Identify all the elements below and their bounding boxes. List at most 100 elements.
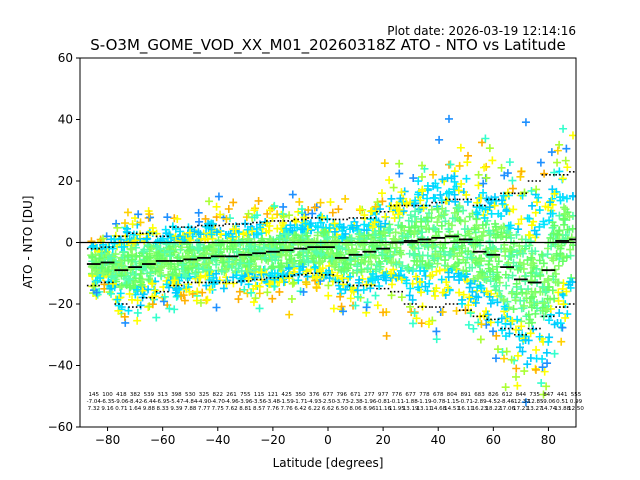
scatter-point <box>279 202 288 211</box>
scatter-point <box>114 301 123 310</box>
bin-mean-label: -4.84 <box>183 399 198 405</box>
scatter-point <box>176 227 185 236</box>
bin-count-label: 891 <box>461 392 472 398</box>
scatter-point <box>113 223 122 232</box>
scatter-point <box>308 254 317 263</box>
scatter-point <box>207 230 216 239</box>
scatter-point <box>123 228 132 237</box>
scatter-point <box>505 158 514 167</box>
scatter-point <box>429 170 438 179</box>
scatter-point <box>525 315 534 324</box>
scatter-point <box>550 221 559 230</box>
scatter-point <box>536 271 545 280</box>
scatter-point <box>491 247 500 256</box>
scatter-point <box>382 331 391 340</box>
scatter-point <box>467 253 476 262</box>
scatter-point <box>310 203 319 212</box>
scatter-point <box>532 354 541 363</box>
scatter-point <box>479 179 488 188</box>
scatter-point <box>412 314 421 323</box>
scatter-point <box>288 259 297 268</box>
scatter-point <box>112 270 121 279</box>
scatter-point <box>450 208 459 217</box>
scatter-point <box>500 171 509 180</box>
scatter-point <box>387 291 396 300</box>
bin-count-label: 121 <box>268 392 279 398</box>
scatter-point <box>194 264 203 273</box>
scatter-point <box>546 233 555 242</box>
scatter-point <box>477 284 486 293</box>
scatter-point <box>282 224 291 233</box>
scatter-point <box>196 298 205 307</box>
scatter-point <box>450 237 459 246</box>
scatter-point <box>525 231 534 240</box>
scatter-point <box>352 221 361 230</box>
x-tick-label: 40 <box>431 433 446 447</box>
scatter-point <box>558 323 567 332</box>
scatter-point <box>209 246 218 255</box>
scatter-point <box>205 259 214 268</box>
scatter-point <box>243 225 252 234</box>
scatter-point <box>127 255 136 264</box>
scatter-point <box>266 248 275 257</box>
scatter-point <box>135 274 144 283</box>
scatter-point <box>553 158 562 167</box>
scatter-point <box>98 234 107 243</box>
scatter-point <box>438 288 447 297</box>
scatter-point <box>553 230 562 239</box>
bin-mean-label: -12.85 <box>526 399 544 405</box>
scatter-point <box>253 230 262 239</box>
scatter-point <box>268 269 277 278</box>
scatter-point <box>441 256 450 265</box>
x-axis-ticks: −80 −60 −40 −20 0 20 40 60 80 <box>95 427 556 447</box>
scatter-point <box>113 295 122 304</box>
scatter-point <box>170 239 179 248</box>
scatter-point <box>406 198 415 207</box>
scatter-point <box>314 259 323 268</box>
bin-mean-label: -9.06 <box>114 399 129 405</box>
y-tick-label: 0 <box>65 236 73 250</box>
scatter-point <box>201 214 210 223</box>
scatter-point <box>302 251 311 260</box>
scatter-point <box>339 223 348 232</box>
scatter-point <box>387 280 396 289</box>
scatter-point <box>324 281 333 290</box>
scatter-point <box>509 205 518 214</box>
scatter-point <box>540 367 549 376</box>
scatter-point <box>257 268 266 277</box>
scatter-point <box>446 250 455 259</box>
scatter-point <box>389 234 398 243</box>
scatter-point <box>275 233 284 242</box>
scatter-point <box>462 190 471 199</box>
scatter-point <box>552 251 561 260</box>
x-tick-label: −40 <box>205 433 230 447</box>
scatter-point <box>406 211 415 220</box>
scatter-point <box>399 207 408 216</box>
scatter-point <box>414 177 423 186</box>
scatter-point <box>480 213 489 222</box>
scatter-point <box>223 236 232 245</box>
scatter-point <box>416 205 425 214</box>
scatter-point <box>404 216 413 225</box>
x-tick-label: 60 <box>486 433 501 447</box>
scatter-point <box>473 274 482 283</box>
scatter-point <box>408 319 417 328</box>
bin-mean-label: -2.89 <box>472 399 487 405</box>
bin-count-label: 847 <box>543 392 554 398</box>
scatter-point <box>372 261 381 270</box>
scatter-point <box>562 144 571 153</box>
bin-mean-label: -2.38 <box>348 399 363 405</box>
scatter-point <box>244 209 253 218</box>
scatter-point <box>92 288 101 297</box>
scatter-point <box>97 249 106 258</box>
scatter-point <box>434 227 443 236</box>
scatter-point <box>522 289 531 298</box>
scatter-point <box>472 214 481 223</box>
bin-count-label: 677 <box>323 392 334 398</box>
scatter-point <box>495 286 504 295</box>
scatter-point <box>364 222 373 231</box>
scatter-point <box>501 270 510 279</box>
scatter-point <box>124 256 133 265</box>
scatter-point <box>406 302 415 311</box>
scatter-point <box>391 228 400 237</box>
